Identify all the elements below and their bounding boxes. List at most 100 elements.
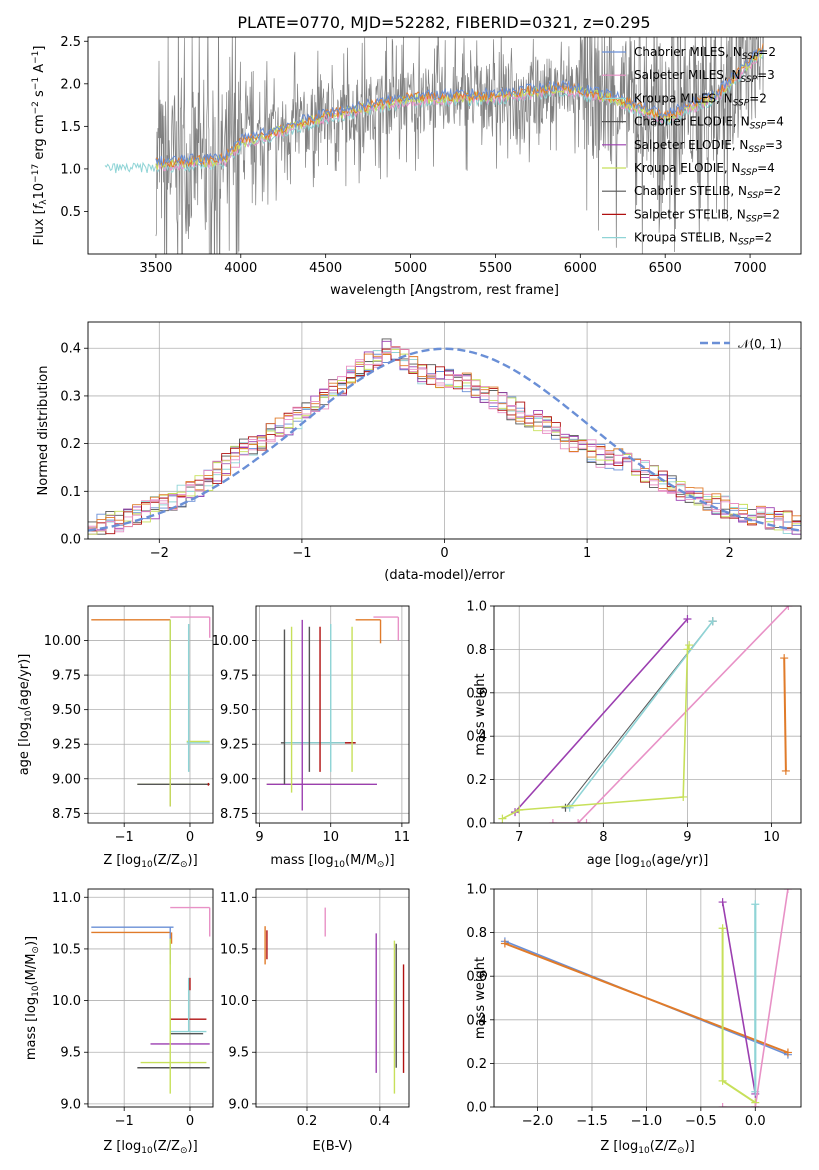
x-tick-label: 2 <box>726 546 734 561</box>
y-tick-label: 0.2 <box>466 773 487 788</box>
legend-entry: Chabrier MILES, NSSP=2 <box>634 45 776 62</box>
figure-title: PLATE=0770, MJD=52282, FIBERID=0321, z=0… <box>237 13 650 32</box>
y-tick-label: 0.6 <box>466 970 487 985</box>
y-tick-label: 10.0 <box>220 994 249 1009</box>
x-tick-label: 0 <box>186 1114 194 1129</box>
y-tick-label: 9.00 <box>52 772 81 787</box>
model-spectrum <box>155 43 764 168</box>
y-tick-label: 8.75 <box>220 807 249 822</box>
legend-entry: Salpeter MILES, NSSP=3 <box>634 68 775 85</box>
weight-marker <box>783 1048 792 1057</box>
x-label-part: (data-model)/error <box>384 568 505 583</box>
y-tick-label: 0.2 <box>466 1057 487 1072</box>
y-tick-label: 0.4 <box>60 342 81 357</box>
x-tick-label: −0.5 <box>685 1114 717 1129</box>
x-tick-label: −1.0 <box>631 1114 663 1129</box>
y-tick-label: 10.0 <box>52 994 81 1009</box>
weight-marker <box>582 819 591 823</box>
x-axis-label: Z [log10(Z/Z⊙)] <box>103 853 197 870</box>
weight-line <box>783 658 787 771</box>
x-label-part: mass [log <box>270 853 333 868</box>
y-tick-label: 0.3 <box>60 389 81 404</box>
x-tick-label: −2 <box>150 546 169 561</box>
legend-subscript: SSP <box>750 122 767 132</box>
y-label-part: mass weight <box>473 957 488 1039</box>
x-label-part: age [log <box>587 853 640 868</box>
y-axis-label: mass weight <box>473 957 488 1039</box>
weight-marker <box>783 889 792 893</box>
weight-line <box>577 606 789 823</box>
weight-marker <box>683 645 692 654</box>
y-tick-label: 9.75 <box>220 669 249 684</box>
x-label-subscript: 10 <box>334 860 346 870</box>
y-tick-label: 9.25 <box>52 738 81 753</box>
y-tick-label: 9.25 <box>220 738 249 753</box>
y-tick-label: 9.50 <box>220 703 249 718</box>
y-tick-label: 0.0 <box>60 533 81 548</box>
y-tick-label: 8.75 <box>52 807 81 822</box>
x-tick-label: 9 <box>683 830 691 845</box>
axes-frame <box>493 888 802 1108</box>
y-tick-label: 10.5 <box>52 942 81 957</box>
y-label-part: Flux [ <box>32 209 47 245</box>
legend-subscript: SSP <box>747 191 764 201</box>
weight-line <box>721 901 757 1095</box>
x-label-part: wavelength [Angstrom, rest frame] <box>330 283 559 298</box>
y-tick-label: 10.00 <box>212 634 249 649</box>
y-axis-label: mass weight <box>473 673 488 755</box>
legend-entry: Chabrier ELODIE, NSSP=4 <box>634 115 784 132</box>
x-tick-label: 0.4 <box>370 1114 391 1129</box>
legend-subscript: SSP <box>741 75 758 85</box>
x-label-part: Z [log <box>103 853 141 868</box>
x-label-subscript: 10 <box>141 860 153 870</box>
x-label-subscript: 10 <box>141 1146 153 1156</box>
legend-entry: Salpeter STELIB, NSSP=2 <box>634 207 780 224</box>
weight-line <box>721 928 756 1104</box>
x-tick-label: 7000 <box>734 261 767 276</box>
x-axis-label: wavelength [Angstrom, rest frame] <box>330 283 559 298</box>
plot-area <box>88 606 213 823</box>
y-axis-label: age [log10(age/yr)] <box>17 654 34 776</box>
observed-spectrum <box>155 37 764 254</box>
mass-vs-extinction-panel: 0.2 0.4 9.0 9.5 10.0 10.5 11.0 E(B-V) <box>220 888 410 1154</box>
legend-entry: 𝒩(0, 1) <box>738 337 782 351</box>
x-axis-label: Z [log10(Z/Z⊙)] <box>600 1139 694 1156</box>
x-tick-label: 3500 <box>139 261 172 276</box>
weight-marker <box>718 924 727 933</box>
y-tick-label: 0.8 <box>466 643 487 658</box>
x-tick-label: 8 <box>599 830 607 845</box>
x-label-subscript: 10 <box>640 860 652 870</box>
y-label-part: f <box>32 202 47 209</box>
y-label-part: erg cm <box>32 114 47 163</box>
plot-area <box>88 322 801 539</box>
y-tick-label: 9.0 <box>60 1097 81 1112</box>
plot-area <box>494 889 801 1107</box>
y-tick-label: 0.4 <box>466 730 487 745</box>
y-tick-label: 10.5 <box>220 942 249 957</box>
y-label-part: 10 <box>32 183 47 200</box>
y-tick-label: 11.0 <box>52 891 81 906</box>
x-tick-label: −1 <box>115 830 134 845</box>
y-tick-label: 0.5 <box>60 205 81 220</box>
legend-text: Salpeter ELODIE, N <box>634 138 748 152</box>
spectrum-panel: 3500 4000 4500 5000 5500 6000 6500 7000 0.5 1.0 1.… <box>31 35 802 298</box>
legend-entry: Kroupa STELIB, NSSP=2 <box>634 231 772 248</box>
y-tick-label: 1.5 <box>60 120 81 135</box>
x-tick-label: 4500 <box>309 261 342 276</box>
x-label-part: (age/yr)] <box>651 853 708 868</box>
x-tick-label: −1 <box>292 546 311 561</box>
y-label-part: A <box>32 64 47 77</box>
x-label-part: Z [log <box>103 1139 141 1154</box>
y-label-part: )] <box>24 936 39 946</box>
legend-text: Chabrier STELIB, N <box>634 184 747 198</box>
y-tick-label: 11.0 <box>220 891 249 906</box>
y-label-subscript: 10 <box>24 710 34 722</box>
x-label-part: )] <box>685 1139 695 1154</box>
x-label-part: (Z/Z <box>153 1139 180 1154</box>
axes-frame <box>255 605 410 824</box>
y-tick-label: 1.0 <box>60 162 81 177</box>
x-label-part: (Z/Z <box>153 853 180 868</box>
legend-text: =4 <box>766 115 784 129</box>
